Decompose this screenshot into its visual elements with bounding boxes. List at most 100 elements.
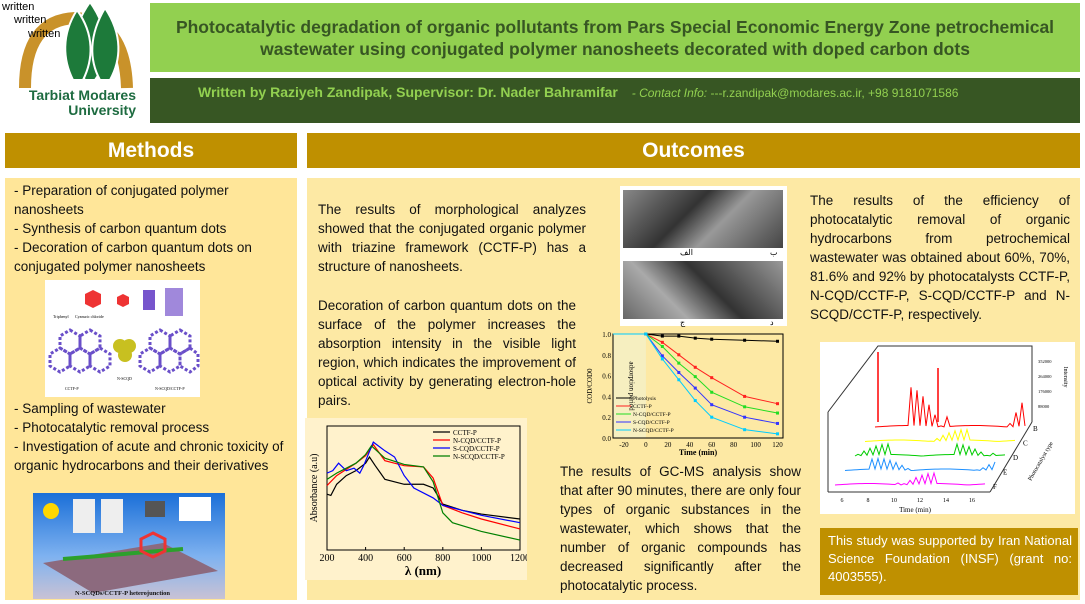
x-tick-label: 20	[664, 441, 672, 449]
legend-label: N-SCQD/CCTF-P	[633, 428, 674, 434]
method-item: - Preparation of conjugated polymer nano…	[14, 183, 229, 217]
data-point	[743, 338, 747, 342]
heterojunction-image: N-SCQDs/CCTF-P heterojunction	[33, 493, 225, 599]
scheme-label: Triphenyl	[53, 314, 70, 319]
data-point	[677, 370, 681, 374]
z-axis	[989, 421, 1033, 493]
watermark-text: written	[14, 14, 47, 26]
university-name: Tarbiat Modares University	[18, 88, 136, 118]
funding-box	[820, 528, 1078, 595]
data-point	[710, 376, 714, 380]
series-label: F	[993, 483, 997, 491]
data-point	[710, 403, 714, 407]
method-item: - Decoration of carbon quantum dots on c…	[14, 240, 252, 274]
data-point	[776, 421, 780, 425]
cod-removal-chart: adsorption period -20 0 20 40 60 80 100 120 0.0 0.…	[586, 331, 784, 457]
x-tick-label: 14	[943, 498, 949, 504]
data-point	[710, 390, 714, 394]
x-tick-label: 400	[358, 553, 373, 564]
data-point	[660, 354, 664, 358]
data-point	[677, 361, 681, 365]
x-tick-label: 12	[917, 498, 923, 504]
y-tick-label: 1.0	[602, 331, 611, 339]
data-point	[693, 375, 697, 379]
adsorption-period-band	[613, 334, 646, 438]
annotation: adsorption period	[627, 361, 635, 411]
x-tick-label: 60	[708, 441, 716, 449]
contact-info: ---r.zandipak@modares.ac.ir, +98 9181071…	[707, 86, 959, 100]
data-point	[677, 353, 681, 357]
legend-label: N-CQD/CCTF-P	[453, 437, 501, 445]
author-bar: Written by Raziyeh Zandipak, Supervisor:…	[150, 78, 1080, 123]
logo: written written written Tarbiat Modares …	[0, 0, 150, 125]
plot-frame	[326, 425, 521, 551]
chromatogram-F	[834, 471, 986, 486]
data-point	[743, 415, 747, 419]
methods-list-bottom: - Sampling of wastewater - Photocatalyti…	[14, 399, 286, 475]
x-tick-label: 0	[644, 441, 648, 449]
data-point	[693, 365, 697, 369]
series-line-N-CQD/CCTF-P	[326, 443, 521, 530]
data-point	[693, 386, 697, 390]
data-point	[710, 337, 714, 341]
legend-label: N-SCQD/CCTF-P	[453, 453, 505, 461]
series-label: C	[1023, 440, 1028, 448]
sem-image	[623, 190, 783, 248]
method-item: - Photocatalytic removal process	[14, 420, 210, 435]
z-axis-label: Photocatalyst type	[1027, 441, 1054, 483]
data-point	[660, 334, 664, 338]
x-tick-label: 80	[730, 441, 738, 449]
data-point	[710, 415, 714, 419]
data-point	[776, 411, 780, 415]
series-line-CCTF-P	[613, 333, 778, 405]
heterojunction-label: N-SCQDs/CCTF-P heterojunction	[75, 590, 170, 597]
authors: Written by Raziyeh Zandipak, Supervisor:…	[198, 84, 618, 100]
x-axis-label: λ (nm)	[405, 563, 441, 578]
x-tick-label: 6	[841, 498, 844, 504]
scheme-label: N-SCQD/CCTF-P	[155, 386, 185, 391]
x-tick-label: 100	[750, 441, 761, 449]
y-tick-label: 264000	[1038, 374, 1052, 379]
data-point	[677, 334, 681, 338]
sem-label: ب	[770, 248, 778, 257]
scheme-label: CCTF-P	[65, 386, 79, 391]
plot-frame	[612, 333, 784, 439]
university-logo-emblem	[19, 0, 133, 89]
chromatogram-B	[874, 387, 1026, 428]
gcms-text: The results of GC-MS analysis show that …	[560, 464, 801, 593]
x-tick-label: 8	[867, 498, 870, 504]
legend-label: S-CQD/CCTF-P	[453, 445, 500, 453]
sem-label: الف	[680, 248, 693, 257]
series-line-Photolysis	[613, 333, 778, 342]
university-name-line2: University	[68, 102, 136, 118]
data-point	[677, 378, 681, 382]
series-line-N-SCQD/CCTF-P	[613, 333, 778, 435]
y-tick-label: 176000	[1038, 389, 1052, 394]
legend-label: CCTF-P	[633, 404, 652, 410]
y-tick-label: 0.4	[602, 393, 611, 401]
y-tick-label: 0.6	[602, 373, 611, 381]
synthesis-scheme-image: Triphenyl Cyanuric chloride CCTF-P N-SCQ…	[45, 280, 200, 397]
poster-title: Photocatalytic degradation of organic po…	[150, 3, 1080, 72]
data-point	[644, 332, 648, 336]
outcomes-heading: Outcomes	[307, 133, 1080, 168]
funding-text: This study was supported by Iran Nationa…	[828, 533, 1072, 584]
x-tick-label: 800	[435, 553, 450, 564]
x-tick-label: 1000	[471, 553, 491, 564]
scheme-label: Cyanuric chloride	[75, 314, 104, 319]
x-tick-label: 200	[320, 553, 335, 564]
watermark-text: written	[2, 1, 35, 13]
y-tick-label: 0.0	[602, 435, 611, 443]
watermark-text: written	[28, 28, 61, 40]
series-label: E	[1003, 469, 1007, 477]
data-point	[743, 405, 747, 409]
scheme-label: N-SCQD	[117, 376, 132, 381]
sem-label: ج	[680, 318, 686, 327]
method-item: - Sampling of wastewater	[14, 401, 166, 416]
y-tick-label: 88000	[1038, 404, 1050, 409]
absorption-text: Decoration of carbon quantum dots on the…	[318, 298, 576, 408]
x-axis-label: Time (min)	[679, 448, 718, 457]
y-tick-label: 0.2	[602, 414, 611, 422]
